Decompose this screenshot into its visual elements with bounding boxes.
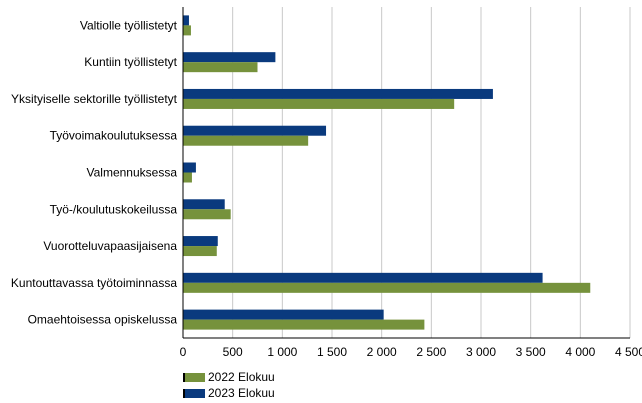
category-label: Valmennuksessa [87,166,178,180]
bar [183,135,309,146]
legend-item-2023: 2023 Elokuu [183,385,275,401]
legend-item-2022: 2022 Elokuu [183,369,275,385]
x-tick-label: 3 500 [516,345,546,359]
legend-swatch-2022 [183,372,205,382]
category-label: Työvoimakoulutuksessa [50,129,178,143]
bar [183,172,192,183]
legend-label-2022: 2022 Elokuu [208,370,275,384]
bar [183,282,591,293]
legend: 2022 Elokuu 2023 Elokuu [183,369,275,401]
category-label: Valtiolle työllistetyt [80,18,178,32]
x-tick-label: 1 000 [267,345,297,359]
bar [183,309,384,320]
x-tick-label: 4 500 [615,345,642,359]
bar [183,125,327,136]
bar [183,162,196,173]
gridlines [232,7,631,338]
bar [183,272,543,283]
x-tick-label: 2 500 [416,345,446,359]
x-tick-label: 500 [223,345,243,359]
category-label: Omaehtoisessa opiskelussa [28,313,178,327]
x-tick-label: 1 500 [317,345,347,359]
bar [183,25,191,36]
category-label: Yksityiselle sektorille työllistetyt [11,92,178,106]
bar [183,15,189,26]
category-label: Kuntouttavassa työtoiminnassa [11,276,177,290]
bar [183,62,258,73]
category-label: Työ-/koulutuskokeilussa [50,202,178,216]
x-tick-label: 2 000 [367,345,397,359]
category-label: Kuntiin työllistetyt [84,55,177,69]
bar [183,199,225,210]
bar [183,236,218,247]
bar [183,209,231,220]
x-tick-label: 3 000 [466,345,496,359]
category-labels: Valtiolle työllistetyt Kuntiin työllistet… [11,18,178,326]
legend-label-2023: 2023 Elokuu [208,386,275,400]
bar [183,246,217,257]
tick-labels: 0 500 1 000 1 500 2 000 2 500 3 000 3 500 4 000 4… [180,345,642,359]
bar [183,98,455,109]
category-label: Vuorotteluvapaasijaisena [43,239,177,253]
legend-swatch-2023 [183,388,205,398]
bars [183,15,591,330]
x-tick-label: 0 [180,345,187,359]
axes [182,7,630,339]
bar [183,52,276,63]
x-tick-label: 4 000 [565,345,595,359]
bar [183,319,425,330]
bar [183,88,493,99]
